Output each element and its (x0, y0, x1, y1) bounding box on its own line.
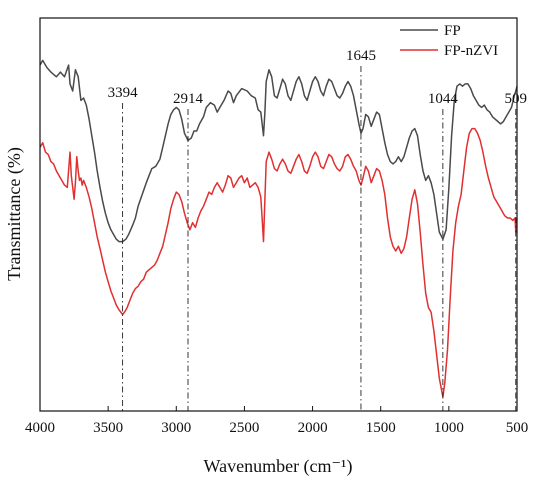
x-tick-label-2000: 2000 (298, 420, 328, 436)
y-axis-label: Transmittance (%) (4, 147, 25, 281)
peak-annotations: 3394 2914 1645 1044 509 (108, 48, 527, 411)
x-tick-label-4000: 4000 (25, 420, 55, 436)
annotation-label-1044: 1044 (428, 91, 459, 107)
x-tick-label-1000: 1000 (434, 420, 464, 436)
plot-area (39, 59, 518, 398)
plot-frame (39, 17, 518, 412)
legend-label-2: FP-nZVI (444, 43, 498, 59)
x-tick-label-500: 500 (506, 420, 529, 436)
annotation-label-1645: 1645 (346, 48, 376, 64)
x-tick-label-3000: 3000 (161, 420, 191, 436)
legend: FP FP-nZVI (400, 23, 498, 59)
series-line-1 (39, 59, 518, 243)
x-axis-label: Wavenumber (cm⁻¹) (204, 456, 353, 477)
annotation-label-509: 509 (505, 91, 528, 107)
x-tick-label-1500: 1500 (366, 420, 396, 436)
series-line-2 (39, 127, 518, 398)
x-axis-ticks: 4000 3500 3000 2500 2000 1500 1000 500 (25, 406, 528, 436)
x-tick-label-3500: 3500 (93, 420, 123, 436)
legend-label-1: FP (444, 23, 461, 39)
annotation-label-3394: 3394 (108, 85, 139, 101)
annotation-label-2914: 2914 (173, 91, 204, 107)
x-tick-label-2500: 2500 (229, 420, 259, 436)
